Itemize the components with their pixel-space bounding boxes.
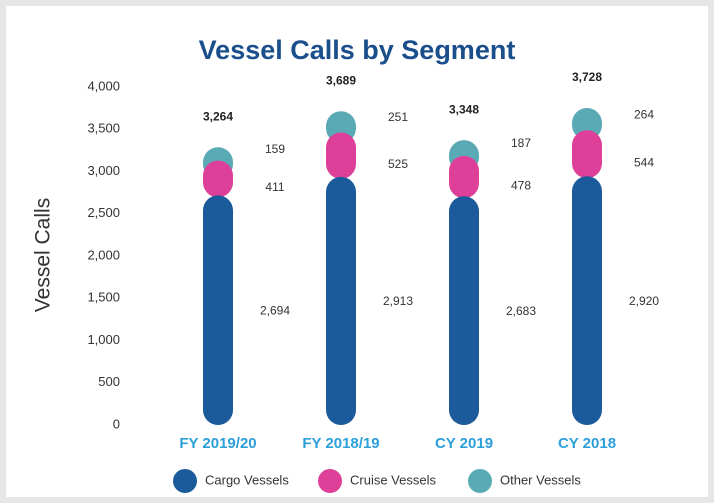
x-tick-label: FY 2019/20 xyxy=(179,435,256,452)
legend-label: Cargo Vessels xyxy=(205,472,289,487)
total-label: 3,348 xyxy=(449,102,479,116)
value-label: 2,913 xyxy=(383,294,413,308)
y-tick-label: 3,000 xyxy=(87,163,120,178)
y-tick-label: 500 xyxy=(98,374,120,389)
value-label: 525 xyxy=(388,157,408,171)
bar-segment xyxy=(326,176,356,425)
y-axis-label: Vessel Calls xyxy=(32,198,55,312)
y-tick-label: 2,500 xyxy=(87,205,120,220)
total-label: 3,728 xyxy=(572,70,602,84)
bar-segment xyxy=(572,130,602,179)
bar-segment xyxy=(572,107,602,140)
y-tick-label: 1,500 xyxy=(87,290,120,305)
value-label: 264 xyxy=(634,107,654,121)
value-label: 544 xyxy=(634,155,654,169)
value-label: 478 xyxy=(511,178,531,192)
value-label: 187 xyxy=(511,136,531,150)
bar-segment xyxy=(203,160,233,198)
value-label: 2,920 xyxy=(629,294,659,308)
legend-swatch xyxy=(468,469,492,493)
x-tick-label: CY 2018 xyxy=(558,435,616,452)
bar-segment xyxy=(449,196,479,425)
value-label: 251 xyxy=(388,110,408,124)
y-tick-label: 1,000 xyxy=(87,332,120,347)
value-label: 2,683 xyxy=(506,304,536,318)
legend-swatch xyxy=(173,469,197,493)
total-label: 3,264 xyxy=(203,109,233,123)
value-label: 159 xyxy=(265,142,285,156)
bar-segment xyxy=(326,132,356,179)
y-tick-label: 4,000 xyxy=(87,78,120,93)
value-label: 411 xyxy=(265,180,284,194)
value-label: 2,694 xyxy=(260,303,290,317)
legend-label: Other Vessels xyxy=(500,472,581,487)
bar-segment xyxy=(203,195,233,425)
y-tick-label: 0 xyxy=(113,416,120,431)
bar-segment xyxy=(449,155,479,199)
total-label: 3,689 xyxy=(326,73,356,87)
y-tick-label: 2,000 xyxy=(87,247,120,262)
legend-swatch xyxy=(318,469,342,493)
chart-title: Vessel Calls by Segment xyxy=(199,35,516,65)
x-tick-label: FY 2018/19 xyxy=(302,435,379,452)
y-tick-label: 3,500 xyxy=(87,121,120,136)
x-tick-label: CY 2019 xyxy=(435,435,493,452)
bar-segment xyxy=(572,176,602,425)
legend-label: Cruise Vessels xyxy=(350,472,436,487)
